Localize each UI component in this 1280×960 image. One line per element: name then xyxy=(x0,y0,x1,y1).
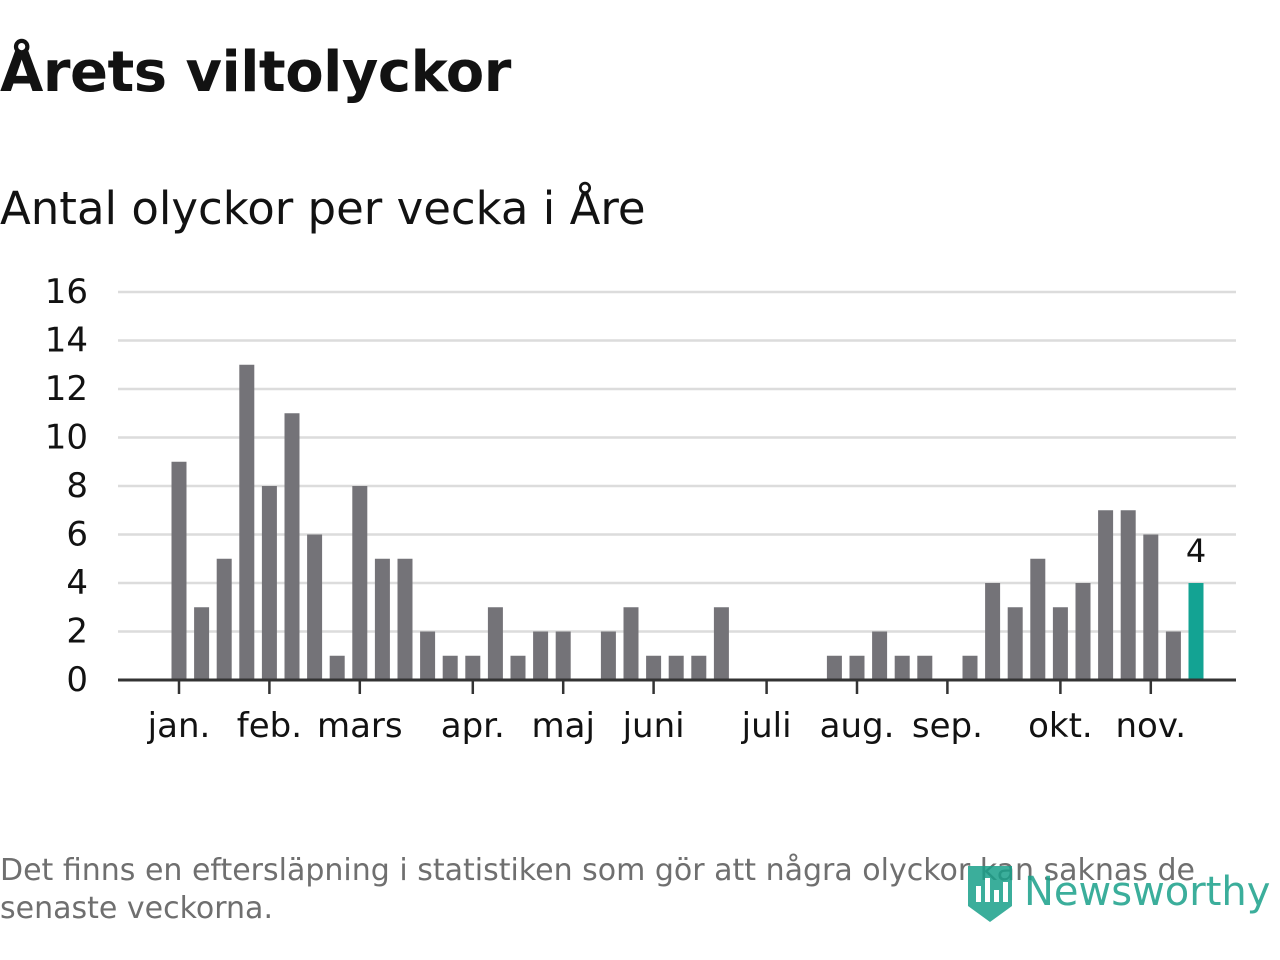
bar xyxy=(465,655,481,680)
chart-subtitle: Antal olyckor per vecka i Åre xyxy=(0,182,646,235)
bar xyxy=(261,486,277,680)
y-tick-label: 4 xyxy=(66,563,88,603)
bar xyxy=(1075,583,1091,680)
bar xyxy=(1098,510,1114,680)
x-tick-label: nov. xyxy=(1115,706,1186,746)
y-tick-label: 6 xyxy=(66,515,88,555)
x-tick-label: jan. xyxy=(147,706,211,746)
bar xyxy=(623,607,639,680)
data-labels: 4 xyxy=(1186,532,1206,570)
bar xyxy=(1143,534,1159,680)
bar xyxy=(510,655,526,680)
bar xyxy=(420,631,436,680)
bar xyxy=(487,607,503,680)
grid-lines xyxy=(118,290,1236,633)
bar xyxy=(1030,558,1046,680)
bar xyxy=(374,558,390,680)
bar xyxy=(194,607,210,680)
bar xyxy=(872,631,888,680)
x-tick-label: juli xyxy=(741,706,792,746)
y-tick-label: 2 xyxy=(66,612,88,652)
bar xyxy=(646,655,662,680)
newsworthy-logo-icon xyxy=(968,866,1012,922)
bar-chart: 0 2 4 6 8 10 12 14 16 jan. feb. mars apr. maj juni jul… xyxy=(45,272,1236,746)
bar xyxy=(307,534,323,680)
highlight-bar xyxy=(1188,583,1204,680)
logo-text: Newsworthy xyxy=(1024,869,1271,915)
y-tick-label: 8 xyxy=(66,466,88,506)
bar xyxy=(239,364,255,680)
bar xyxy=(600,631,616,680)
y-tick-label: 14 xyxy=(45,321,88,361)
bar xyxy=(691,655,707,680)
bar xyxy=(1120,510,1136,680)
x-tick-label: okt. xyxy=(1028,706,1093,746)
x-tick-label: mars xyxy=(317,706,403,746)
x-tick-label: maj xyxy=(531,706,594,746)
bar xyxy=(442,655,458,680)
bar xyxy=(668,655,684,680)
bar xyxy=(216,558,232,680)
bar xyxy=(1165,631,1181,680)
chart-title: Årets viltolyckor xyxy=(0,40,511,105)
bar xyxy=(894,655,910,680)
bar xyxy=(985,583,1001,680)
x-tick-label: apr. xyxy=(441,706,505,746)
bar xyxy=(917,655,933,680)
bar xyxy=(849,655,865,680)
bar xyxy=(284,413,300,680)
x-axis-ticks: jan. feb. mars apr. maj juni juli aug. sep. okt. n… xyxy=(147,680,1186,746)
bar xyxy=(397,558,413,680)
x-tick-label: sep. xyxy=(912,706,983,746)
x-tick-label: aug. xyxy=(820,706,895,746)
y-tick-label: 12 xyxy=(45,369,88,409)
bar xyxy=(171,461,187,680)
newsworthy-logo: Newsworthy xyxy=(964,860,1270,924)
bar xyxy=(329,655,345,680)
y-tick-label: 0 xyxy=(66,660,88,700)
bar xyxy=(1007,607,1023,680)
y-tick-label: 16 xyxy=(45,272,88,312)
highlight-data-label: 4 xyxy=(1186,532,1206,570)
y-axis-ticks: 0 2 4 6 8 10 12 14 16 xyxy=(45,272,88,700)
bar xyxy=(713,607,729,680)
bar xyxy=(1052,607,1068,680)
bar xyxy=(533,631,549,680)
bar xyxy=(826,655,842,680)
bars xyxy=(171,364,1204,680)
y-tick-label: 10 xyxy=(45,418,88,458)
bar xyxy=(555,631,571,680)
bar xyxy=(352,486,368,680)
bar xyxy=(962,655,978,680)
x-tick-label: juni xyxy=(622,706,685,746)
x-tick-label: feb. xyxy=(237,706,302,746)
